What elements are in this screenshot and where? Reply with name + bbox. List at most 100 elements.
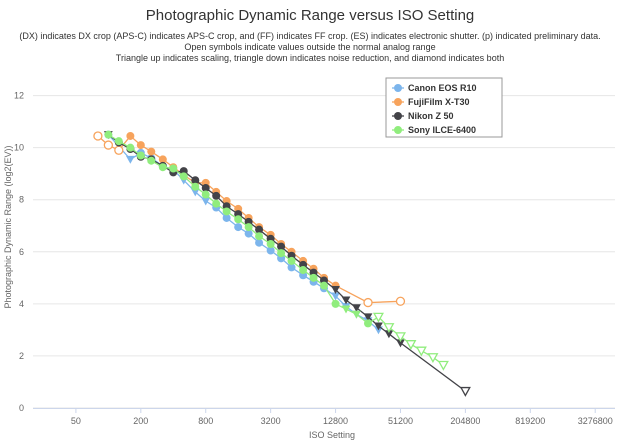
- x-tick-label-6: 204800: [450, 416, 480, 426]
- data-point-2-9: [201, 184, 210, 193]
- data-point-3-30: [427, 353, 439, 363]
- data-point-0-7: [190, 188, 200, 197]
- data-point-1-3: [126, 131, 135, 140]
- data-point-3-14: [255, 232, 264, 241]
- data-point-3-11: [222, 207, 231, 216]
- data-point-3-9: [201, 190, 210, 199]
- chart-subtitle-line-2: Open symbols indicate values outside the…: [184, 42, 436, 52]
- data-point-1-6: [158, 155, 167, 164]
- y-tick-label-5: 10: [14, 143, 24, 153]
- data-point-3-23: [352, 310, 361, 319]
- data-point-2-24: [363, 313, 373, 322]
- x-tick-label-0: 50: [71, 416, 81, 426]
- data-point-2-14: [255, 225, 264, 234]
- data-point-0-13: [255, 238, 264, 247]
- legend-marker-2: [394, 112, 402, 120]
- legend-label-2: Nikon Z 50: [408, 111, 454, 121]
- data-point-0-16: [287, 263, 296, 272]
- data-point-3-7: [179, 172, 188, 181]
- data-point-3-21: [331, 299, 340, 308]
- data-point-2-16: [277, 242, 286, 251]
- chart-subtitle-line-3: Triangle up indicates scaling, triangle …: [115, 53, 505, 63]
- data-point-0-14: [266, 246, 275, 255]
- x-tick-label-1: 200: [133, 416, 148, 426]
- data-point-3-26: [383, 323, 395, 334]
- legend-label-0: Canon EOS R10: [408, 83, 477, 93]
- y-tick-label-4: 8: [19, 195, 24, 205]
- data-point-2-27: [396, 339, 405, 348]
- legend-item-2[interactable]: Nikon Z 50: [392, 111, 454, 121]
- data-point-3-4: [147, 156, 156, 165]
- data-point-1-2: [114, 145, 124, 155]
- data-point-2-23: [352, 304, 361, 313]
- data-point-0-10: [222, 213, 231, 222]
- x-tick-label-4: 12800: [323, 416, 348, 426]
- data-point-3-3: [136, 151, 145, 160]
- data-point-0-20: [331, 292, 340, 301]
- data-point-3-0: [104, 130, 113, 139]
- legend-item-0[interactable]: Canon EOS R10: [392, 83, 477, 93]
- grid-lines: [33, 95, 615, 409]
- legend-marker-3: [394, 126, 402, 134]
- data-point-2-26: [384, 330, 394, 339]
- data-point-1-0: [93, 131, 103, 141]
- x-tick-label-8: 3276800: [578, 416, 613, 426]
- series-line-0: [107, 134, 379, 331]
- data-point-0-8: [201, 197, 211, 206]
- data-point-1-5: [147, 147, 156, 156]
- data-point-3-8: [191, 182, 200, 191]
- data-point-2-25: [374, 322, 383, 331]
- data-point-2-8: [191, 176, 200, 185]
- data-point-2-10: [212, 191, 221, 200]
- data-point-0-11: [234, 223, 243, 232]
- series-3: [104, 130, 449, 371]
- legend-marker-0: [394, 84, 402, 92]
- legend-item-1[interactable]: FujiFilm X-T30: [392, 97, 470, 107]
- data-point-1-4: [136, 141, 145, 150]
- x-tick-label-2: 800: [198, 416, 213, 426]
- data-point-3-22: [341, 305, 351, 314]
- data-point-3-16: [277, 249, 286, 258]
- legend-label-1: FujiFilm X-T30: [408, 97, 470, 107]
- data-point-3-13: [244, 223, 253, 232]
- data-point-2-22: [341, 296, 351, 305]
- y-tick-label-1: 2: [19, 351, 24, 361]
- data-point-3-28: [405, 340, 417, 350]
- data-point-3-1: [114, 137, 123, 146]
- data-point-1-23: [363, 297, 373, 308]
- chart-subtitle-line-1: (DX) indicates DX crop (APS-C) indicates…: [19, 31, 601, 41]
- data-point-3-2: [126, 143, 135, 152]
- data-point-3-6: [169, 164, 178, 173]
- data-point-1-1: [103, 140, 114, 150]
- data-point-3-31: [437, 360, 449, 371]
- legend-label-3: Sony ILCE-6400: [408, 125, 476, 135]
- data-point-3-17: [287, 256, 296, 265]
- legend-item-3[interactable]: Sony ILCE-6400: [392, 125, 476, 135]
- data-point-3-27: [394, 332, 406, 343]
- data-point-3-12: [234, 215, 243, 224]
- x-tick-label-3: 3200: [261, 416, 281, 426]
- y-tick-label-0: 0: [19, 403, 24, 413]
- data-point-3-19: [309, 273, 318, 282]
- axis-ticks: 0 2 4 6 8 10 12 50 200 800 3200 12800 51200 204800 819…: [14, 91, 613, 426]
- y-tick-label-3: 6: [19, 247, 24, 257]
- data-point-0-12: [244, 229, 253, 238]
- data-point-3-25: [372, 312, 384, 323]
- data-point-3-15: [266, 240, 275, 248]
- legend-marker-1: [394, 98, 402, 106]
- data-point-3-29: [415, 346, 427, 357]
- x-tick-label-7: 819200: [515, 416, 545, 426]
- y-axis-label: Photographic Dynamic Range (log2(EV)): [3, 145, 13, 308]
- y-tick-label-2: 4: [19, 299, 24, 309]
- data-point-3-18: [299, 266, 308, 275]
- series-layer: [93, 130, 471, 397]
- legend-box: [385, 77, 503, 138]
- data-point-2-28: [459, 386, 471, 397]
- data-point-3-24: [364, 319, 373, 328]
- data-point-3-5: [158, 163, 167, 172]
- data-point-3-20: [320, 281, 328, 290]
- data-point-1-24: [395, 296, 406, 306]
- series-line-3: [108, 134, 444, 366]
- legend: Canon EOS R10 FujiFilm X-T30 Nikon Z 50 Son…: [385, 77, 503, 138]
